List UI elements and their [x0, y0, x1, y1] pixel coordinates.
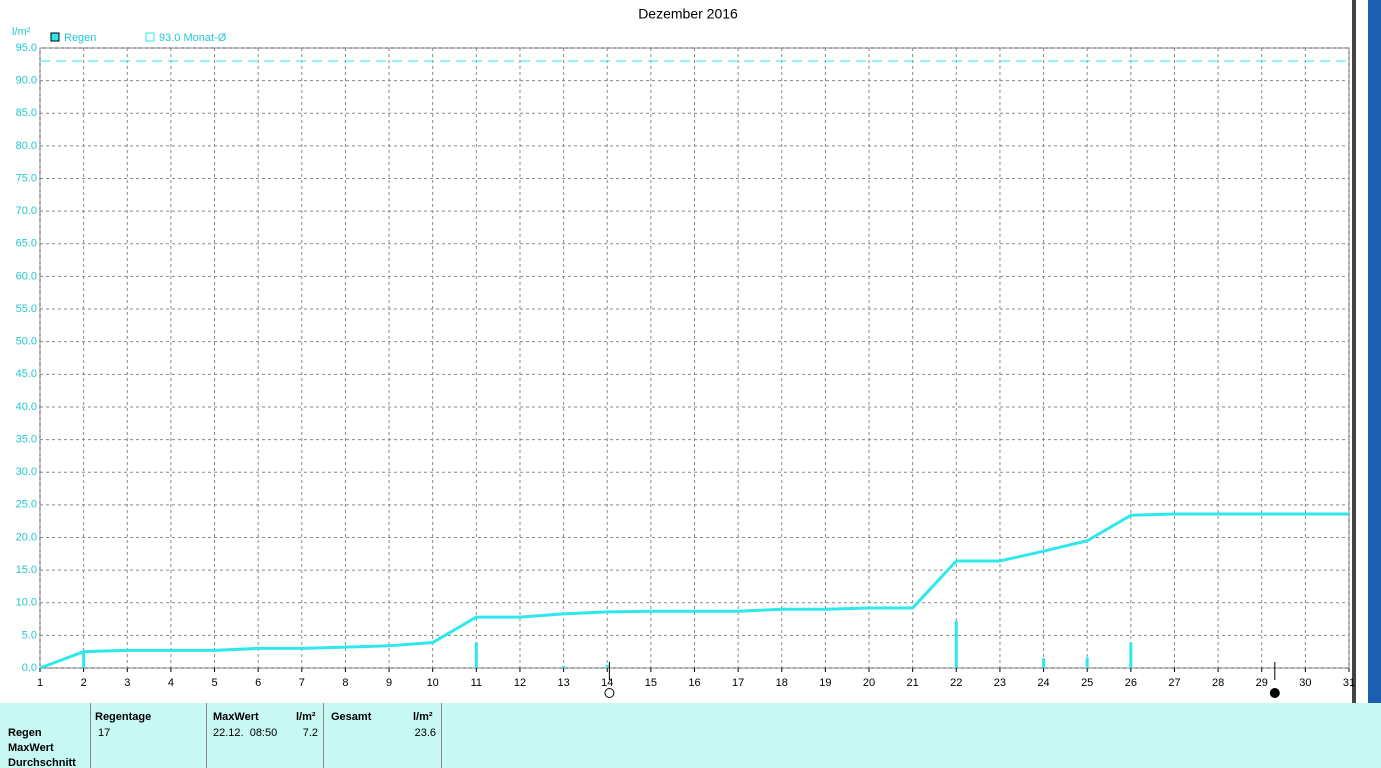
x-tick-label: 23 — [994, 677, 1006, 689]
y-tick-label: 20.0 — [16, 531, 37, 543]
table-separator — [90, 703, 91, 768]
x-tick-label: 30 — [1299, 677, 1311, 689]
y-tick-label: 25.0 — [16, 499, 37, 511]
y-tick-label: 95.0 — [16, 42, 37, 54]
x-tick-label: 1 — [37, 677, 43, 689]
x-tick-label: 9 — [386, 677, 392, 689]
y-tick-label: 0.0 — [22, 662, 37, 674]
legend-swatch — [145, 32, 155, 42]
daily-bar — [954, 621, 958, 668]
x-tick-label: 5 — [211, 677, 217, 689]
y-tick-label: 90.0 — [16, 75, 37, 87]
row-label: Regen — [8, 727, 42, 739]
chart: Dezember 2016 l/m² 0.0 5.0 10.0 15.0 20.0 25.… — [12, 0, 1381, 703]
y-tick-label: 80.0 — [16, 140, 37, 152]
x-tick-label: 24 — [1037, 677, 1049, 689]
daily-bar — [605, 664, 609, 668]
x-tick-label: 2 — [81, 677, 87, 689]
legend-label: Regen — [64, 32, 96, 44]
desktop-edge — [1368, 0, 1381, 703]
window-edge — [1352, 0, 1356, 703]
x-tick-label: 4 — [168, 677, 174, 689]
y-tick-label: 40.0 — [16, 401, 37, 413]
x-tick-label: 16 — [688, 677, 700, 689]
table-separator — [441, 703, 442, 768]
x-tick-label: 13 — [557, 677, 569, 689]
column-header: Gesamt — [331, 711, 372, 723]
y-tick-label: 5.0 — [22, 629, 37, 641]
row-label: MaxWert — [8, 742, 54, 754]
x-tick-label: 18 — [776, 677, 788, 689]
moon-marker — [604, 688, 615, 698]
x-tick-label: 28 — [1212, 677, 1224, 689]
y-tick-label: 60.0 — [16, 270, 37, 282]
x-tick-label: 3 — [124, 677, 130, 689]
legend-label: 93.0 Monat-Ø — [159, 32, 227, 44]
table-cell: 22.12. 08:50 — [213, 727, 278, 739]
x-tick-label: 27 — [1168, 677, 1180, 689]
y-tick-label: 70.0 — [16, 205, 37, 217]
x-tick-label: 31 — [1343, 677, 1355, 689]
y-tick-label: 65.0 — [16, 238, 37, 250]
column-header: Regentage — [95, 711, 152, 723]
y-tick-label: 75.0 — [16, 172, 37, 184]
moon-marker — [1269, 688, 1280, 698]
x-tick-label: 21 — [907, 677, 919, 689]
chart-title: Dezember 2016 — [638, 6, 738, 22]
column-header: MaxWert — [213, 711, 259, 723]
x-tick-label: 29 — [1256, 677, 1268, 689]
row-label: Durchschnitt — [8, 757, 76, 768]
y-tick-label: 85.0 — [16, 107, 37, 119]
daily-bar — [1085, 657, 1089, 668]
y-tick-label: 50.0 — [16, 336, 37, 348]
column-header: l/m² — [296, 711, 316, 723]
daily-bar — [82, 651, 86, 668]
table-separator — [206, 703, 207, 768]
y-tick-label: 55.0 — [16, 303, 37, 315]
daily-bar — [562, 666, 566, 668]
x-tick-label: 12 — [514, 677, 526, 689]
x-tick-label: 11 — [471, 677, 482, 689]
table-separator — [323, 703, 324, 768]
legend-swatch — [50, 32, 60, 42]
table-cell: 7.2 — [302, 727, 318, 739]
stats-table: Regen MaxWert Durchschnitt Regentage MaxWert… — [0, 703, 1381, 768]
x-tick-label: 15 — [645, 677, 657, 689]
y-axis-label: l/m² — [12, 26, 31, 38]
column-header: l/m² — [413, 711, 433, 723]
daily-bar — [1129, 642, 1133, 668]
table-cell: 17 — [98, 727, 111, 739]
series-line — [39, 512, 1349, 670]
x-tick-label: 6 — [255, 677, 261, 689]
y-tick-label: 10.0 — [16, 597, 37, 609]
table-cell: 23.6 — [414, 727, 436, 739]
x-tick-label: 14 — [601, 677, 613, 689]
x-tick-label: 19 — [819, 677, 831, 689]
x-tick-label: 8 — [342, 677, 348, 689]
x-tick-label: 10 — [427, 677, 439, 689]
daily-bar — [474, 642, 478, 668]
x-tick-label: 17 — [732, 677, 744, 689]
x-tick-label: 22 — [950, 677, 962, 689]
x-tick-label: 7 — [299, 677, 305, 689]
y-tick-label: 30.0 — [16, 466, 37, 478]
y-tick-label: 45.0 — [16, 368, 37, 380]
y-tick-label: 15.0 — [16, 564, 37, 576]
x-tick-label: 25 — [1081, 677, 1093, 689]
y-tick-label: 35.0 — [16, 433, 37, 445]
x-tick-label: 20 — [863, 677, 875, 689]
daily-bar — [1042, 658, 1046, 668]
x-tick-label: 26 — [1125, 677, 1137, 689]
